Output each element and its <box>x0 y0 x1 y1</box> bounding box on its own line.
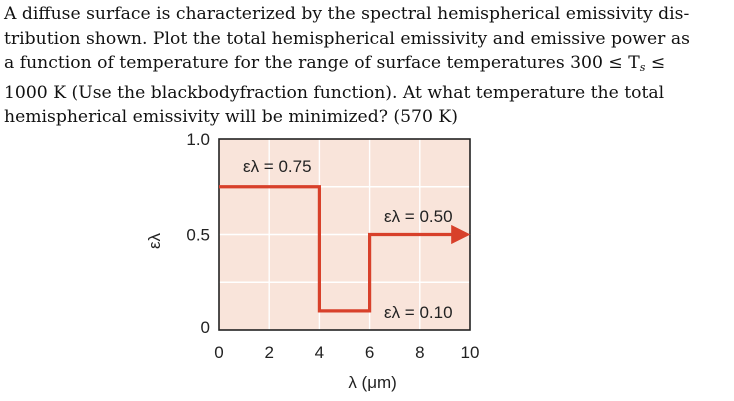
problem-line-3-text: a function of temperature for the range … <box>4 53 640 73</box>
annotation-emissivity-0-75: ελ = 0.75 <box>243 157 312 176</box>
x-tick-label-0: 0 <box>214 343 223 362</box>
problem-line-2: tribution shown. Plot the total hemisphe… <box>4 28 690 49</box>
x-tick-label-10: 10 <box>461 343 480 362</box>
y-tick-label-1-0: 1.0 <box>186 130 210 149</box>
annotation-emissivity-0-10: ελ = 0.10 <box>384 303 453 322</box>
y-tick-label-0: 0 <box>201 318 210 337</box>
problem-line-1: A diffuse surface is characterized by th… <box>4 4 690 24</box>
x-axis-label: λ (μm) <box>348 373 397 392</box>
problem-line-3: a function of temperature for the range … <box>4 51 728 81</box>
temperature-subscript: s <box>639 61 646 74</box>
x-tick-label-2: 2 <box>264 343 273 362</box>
x-tick-label-4: 4 <box>315 343 324 362</box>
problem-statement: A diffuse surface is characterized by th… <box>4 2 728 130</box>
y-tick-label-0-5: 0.5 <box>186 226 210 245</box>
x-tick-label-8: 8 <box>415 343 424 362</box>
x-tick-label-6: 6 <box>365 343 374 362</box>
problem-line-4: 1000 K (Use the blackbodyfraction functi… <box>4 82 665 103</box>
problem-line-5: hemispherical emissivity will be minimiz… <box>4 107 458 127</box>
annotation-emissivity-0-50: ελ = 0.50 <box>384 207 453 226</box>
series-group <box>219 185 471 313</box>
problem-line-3-end: ≤ <box>645 53 666 73</box>
y-axis-label: ελ <box>145 232 164 249</box>
emissivity-series-line <box>219 185 471 313</box>
tick-labels: 0 2 4 6 8 10 0 0.5 1.0 <box>186 130 479 362</box>
